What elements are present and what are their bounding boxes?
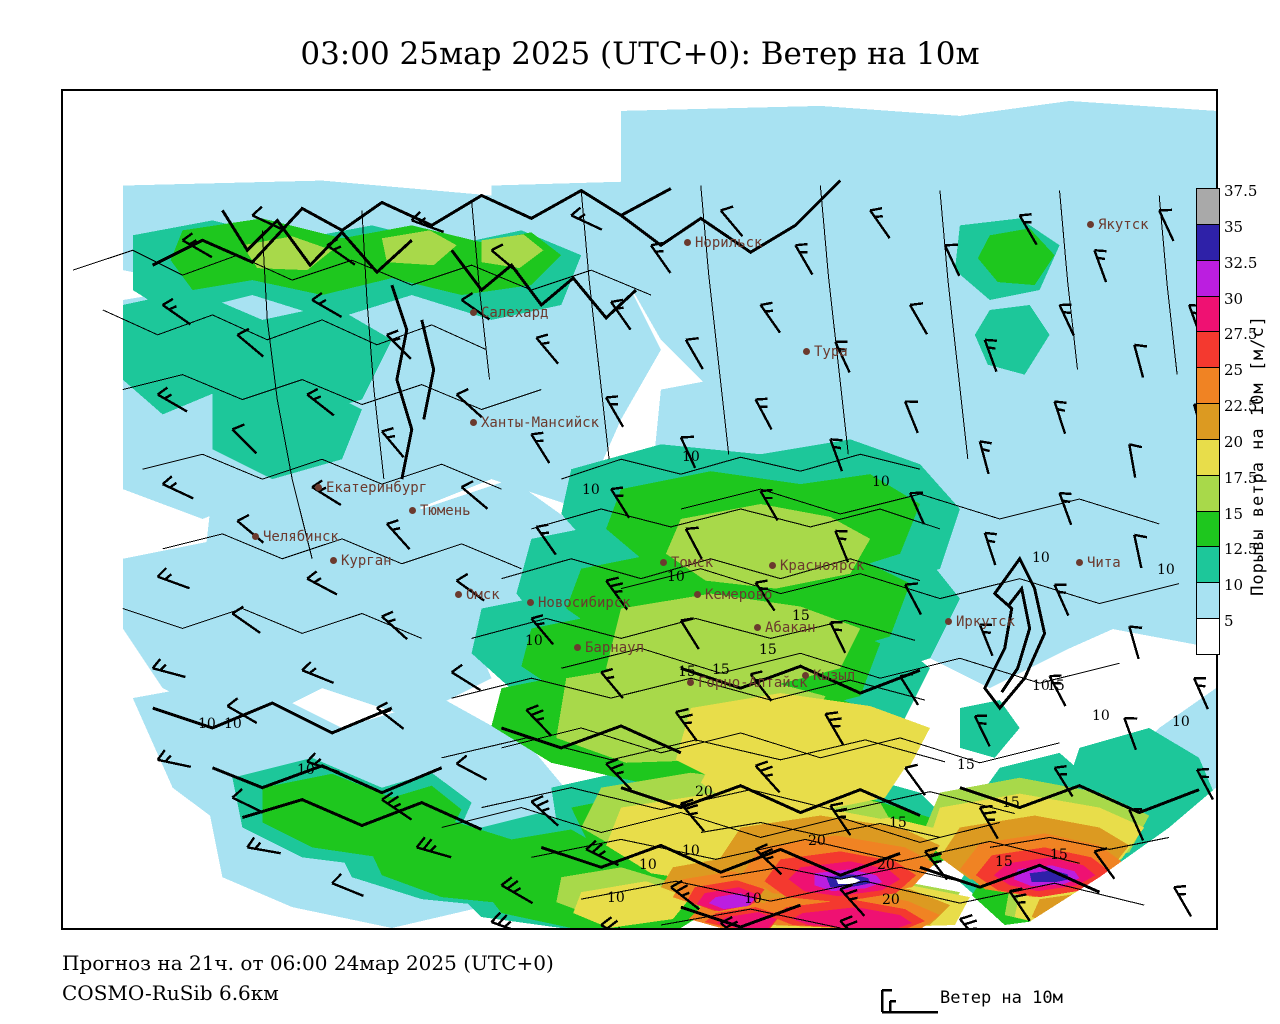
colorbar-band-5 bbox=[1196, 618, 1220, 655]
contour-label: 15 bbox=[1047, 678, 1065, 694]
contour-label: 10 bbox=[1092, 708, 1110, 724]
map-panel[interactable]: Якутск Норильск Салехард Тура Ханты-Мансийск… bbox=[61, 89, 1218, 930]
colorbar-band-10 bbox=[1196, 582, 1220, 620]
colorbar-tick: 10 bbox=[1224, 576, 1244, 595]
colorbar-band-22.5 bbox=[1196, 403, 1220, 440]
contour-label: 20 bbox=[882, 892, 900, 908]
colorbar-tick: 27.5 bbox=[1224, 325, 1258, 344]
contour-label: 10 bbox=[682, 843, 700, 859]
contour-label: 10 bbox=[872, 474, 890, 490]
colorbar-tick: 15 bbox=[1224, 504, 1244, 523]
contour-label: 10 bbox=[639, 857, 657, 873]
contour-label: 15 bbox=[1050, 847, 1068, 863]
colorbar-band-27.5 bbox=[1196, 331, 1220, 369]
colorbar-band-35 bbox=[1196, 223, 1220, 261]
colorbar[interactable] bbox=[1196, 188, 1220, 655]
colorbar-tick: 37.5 bbox=[1224, 182, 1258, 200]
colorbar-tick-labels: 37.5 35 32.5 30 27.5 25 22.5 20 17.5 15 12.5 10 5 bbox=[1224, 182, 1276, 655]
colorbar-tick: 32.5 bbox=[1224, 253, 1258, 272]
weather-map-canvas bbox=[63, 91, 1216, 928]
contour-label: 10 bbox=[198, 716, 216, 732]
colorbar-band-32.5 bbox=[1196, 259, 1220, 297]
contour-label: 15 bbox=[712, 662, 730, 678]
colorbar-band-30 bbox=[1196, 295, 1220, 333]
colorbar-tick: 5 bbox=[1224, 612, 1234, 631]
colorbar-band-20 bbox=[1196, 438, 1220, 476]
contour-label: 15 bbox=[889, 815, 907, 831]
footer-text: Прогноз на 21ч. от 06:00 24мар 2025 (UTC… bbox=[62, 948, 554, 1008]
colorbar-tick: 30 bbox=[1224, 289, 1244, 308]
wind-barb-legend-icon bbox=[880, 988, 938, 1014]
contour-label: 10 bbox=[682, 449, 700, 465]
contour-label: 15 bbox=[792, 608, 810, 624]
contour-label: 10 bbox=[582, 482, 600, 498]
colorbar-band-15 bbox=[1196, 510, 1220, 548]
contour-label: 15 bbox=[995, 854, 1013, 870]
wind-legend-label: Ветер на 10м bbox=[940, 988, 1063, 1008]
colorbar-band-17.5 bbox=[1196, 474, 1220, 512]
colorbar-band-25 bbox=[1196, 367, 1220, 405]
model-line: COSMO-RuSib 6.6км bbox=[62, 981, 279, 1005]
contour-label: 10 bbox=[744, 891, 762, 907]
colorbar-band-37.5 bbox=[1196, 188, 1220, 225]
colorbar-axis-label: Порывы ветра на 10м [м/с] bbox=[1248, 315, 1268, 596]
contour-label: 10 bbox=[1032, 550, 1050, 566]
colorbar-tick: 12.5 bbox=[1224, 540, 1258, 559]
contour-label: 15 bbox=[759, 642, 777, 658]
colorbar-tick: 35 bbox=[1224, 217, 1244, 236]
contour-label: 20 bbox=[877, 857, 895, 873]
colorbar-tick: 25 bbox=[1224, 361, 1244, 380]
colorbar-tick: 17.5 bbox=[1224, 468, 1258, 487]
contour-label: 10 bbox=[1032, 678, 1050, 694]
contour-label: 10 bbox=[1157, 562, 1175, 578]
contour-label: 10 bbox=[297, 762, 315, 778]
colorbar-tick: 22.5 bbox=[1224, 397, 1258, 416]
page-title: 03:00 25мар 2025 (UTC+0): Ветер на 10м bbox=[300, 36, 980, 72]
contour-label: 10 bbox=[667, 569, 685, 585]
contour-label: 10 bbox=[1172, 714, 1190, 730]
contour-label: 10 bbox=[525, 633, 543, 649]
contour-label: 10 bbox=[607, 890, 625, 906]
contour-label: 15 bbox=[957, 757, 975, 773]
contour-label: 15 bbox=[1002, 795, 1020, 811]
colorbar-tick: 20 bbox=[1224, 432, 1244, 451]
contour-label: 20 bbox=[808, 833, 826, 849]
contour-label: 10 bbox=[224, 716, 242, 732]
forecast-line: Прогноз на 21ч. от 06:00 24мар 2025 (UTC… bbox=[62, 951, 554, 975]
contour-label: 15 bbox=[678, 664, 696, 680]
contour-label: 20 bbox=[695, 784, 713, 800]
colorbar-band-12.5 bbox=[1196, 546, 1220, 584]
